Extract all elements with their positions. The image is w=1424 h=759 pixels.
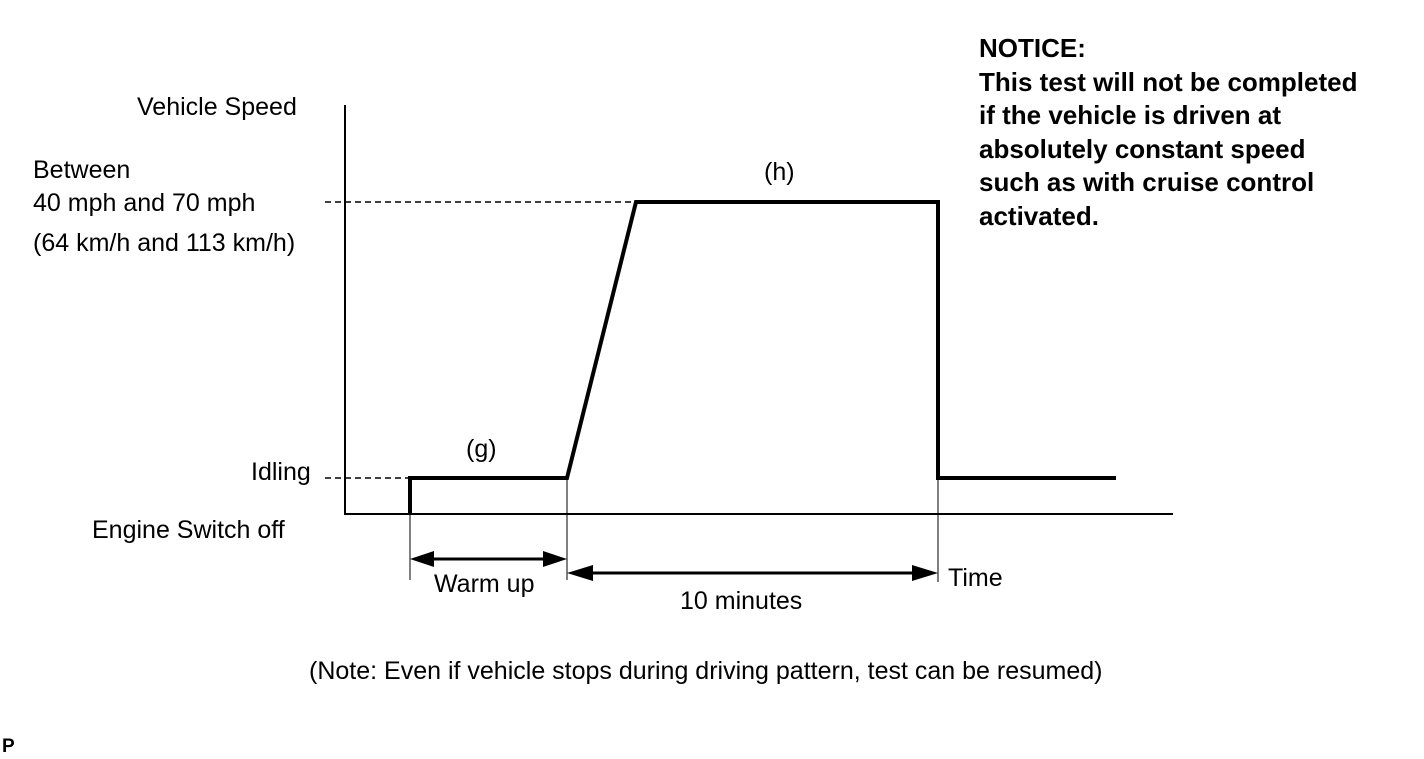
- notice-line: such as with cruise control: [979, 167, 1315, 197]
- notice-line: absolutely constant speed: [979, 133, 1306, 164]
- warm-up-arrow-right-head: [543, 551, 567, 567]
- segment-h-label: (h): [764, 158, 795, 186]
- ten-minutes-arrow-left-head: [567, 565, 593, 581]
- ten-minutes-label: 10 minutes: [680, 587, 803, 615]
- notice-title: NOTICE:: [979, 33, 1086, 63]
- segment-g-label: (g): [466, 435, 497, 463]
- warm-up-label: Warm up: [434, 570, 535, 598]
- corner-mark: P: [2, 736, 15, 757]
- ten-minutes-arrow-right-head: [912, 565, 938, 581]
- notice-line: if the vehicle is driven at: [979, 100, 1281, 130]
- speed-range-label-line2: 40 mph and 70 mph: [33, 189, 256, 217]
- notice-block: NOTICE: This test will not be completed …: [979, 32, 1358, 233]
- notice-line: activated.: [979, 200, 1099, 231]
- notice-line: This test will not be completed: [979, 66, 1358, 97]
- time-axis-label: Time: [948, 564, 1003, 592]
- idling-label: Idling: [251, 458, 311, 486]
- warm-up-arrow-left-head: [410, 551, 434, 567]
- engine-switch-off-label: Engine Switch off: [92, 516, 285, 544]
- speed-range-label-line3: (64 km/h and 113 km/h): [33, 229, 296, 257]
- speed-profile-line: [408, 200, 1116, 514]
- speed-range-label-line1: Between: [33, 156, 131, 184]
- vehicle-speed-label: Vehicle Speed: [137, 93, 297, 121]
- footnote: (Note: Even if vehicle stops during driv…: [309, 657, 1103, 685]
